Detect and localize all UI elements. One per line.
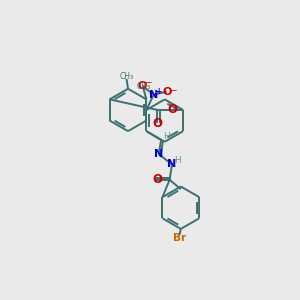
Text: −: − — [144, 77, 152, 86]
Text: O: O — [162, 87, 172, 97]
Text: −: − — [169, 85, 176, 94]
Text: O: O — [168, 103, 178, 116]
Text: O: O — [138, 81, 147, 92]
Text: H: H — [163, 132, 170, 141]
Text: H: H — [174, 156, 181, 165]
Text: N: N — [167, 159, 177, 170]
Text: O: O — [152, 117, 163, 130]
Text: CH₃: CH₃ — [136, 82, 151, 91]
Text: N: N — [149, 90, 158, 100]
Text: Br: Br — [173, 233, 186, 243]
Text: CH₃: CH₃ — [119, 72, 134, 81]
Text: O: O — [152, 173, 162, 186]
Text: N: N — [154, 149, 164, 159]
Text: +: + — [155, 87, 162, 96]
